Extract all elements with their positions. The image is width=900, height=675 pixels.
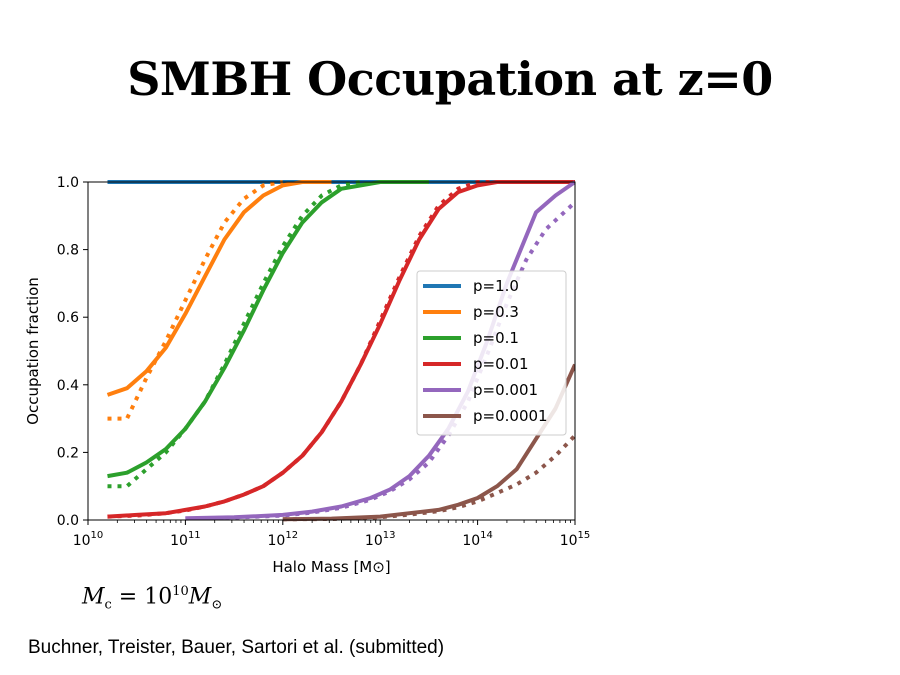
y-tick-label: 0.6 (57, 310, 79, 326)
x-tick-label: 1011 (170, 530, 201, 549)
y-tick-label: 1.0 (57, 175, 79, 191)
series-p-0-01-solid (107, 180, 575, 519)
legend-label: p=0.0001 (473, 407, 548, 425)
x-tick-label: 1010 (73, 530, 104, 549)
formula: Mc = 1010M⊙ (82, 584, 222, 613)
formula-coef: 10 (144, 584, 173, 610)
x-tick-label: 1014 (462, 530, 493, 549)
formula-lhs-symbol: M (82, 584, 105, 610)
x-tick-label: 1013 (365, 530, 396, 549)
formula-lhs-sub: c (104, 597, 112, 613)
x-tick-label: 1015 (560, 530, 591, 549)
series-p-0-3-dotted (107, 180, 284, 421)
series-p-0-3-solid (106, 180, 332, 397)
legend: p=1.0 p=0.3 p=0.1 p=0.01 p=0.001 p=0.0001 (416, 270, 567, 436)
legend-label: p=0.3 (473, 303, 519, 321)
y-axis-label: Occupation fraction (24, 277, 42, 425)
series-p-0-1-solid (107, 180, 429, 479)
x-tick-label: 1012 (268, 530, 299, 549)
occupation-chart: 0.0 0.2 0.4 0.6 0.8 1.0 1010 1011 1012 1013 1014 10… (24, 175, 590, 576)
y-tick-label: 0.4 (57, 378, 79, 394)
formula-rhs-sub: ⊙ (211, 597, 223, 613)
axes-layer: 0.0 0.2 0.4 0.6 0.8 1.0 1010 1011 1012 1013 1014 10… (24, 175, 590, 576)
series-p-0-01-dotted (107, 180, 498, 519)
formula-rhs-symbol: M (188, 584, 212, 610)
series-p-0-001-dotted (185, 200, 575, 521)
legend-label: p=0.001 (473, 381, 538, 399)
y-tick-label: 0.8 (57, 243, 79, 259)
y-tick-label: 0.2 (57, 445, 79, 461)
y-tick-label: 0.0 (57, 513, 79, 529)
x-axis-label: Halo Mass [M⊙] (272, 558, 390, 576)
plot-frame (87, 181, 576, 521)
legend-label: p=0.01 (473, 355, 529, 373)
legend-label: p=0.1 (473, 329, 519, 347)
slide-title: SMBH Occupation at z=0 (127, 52, 773, 106)
formula-equals: = (111, 584, 145, 610)
formula-exp: 10 (172, 584, 189, 599)
legend-label: p=1.0 (473, 277, 519, 295)
citation: Buchner, Treister, Bauer, Sartori et al.… (28, 637, 445, 658)
